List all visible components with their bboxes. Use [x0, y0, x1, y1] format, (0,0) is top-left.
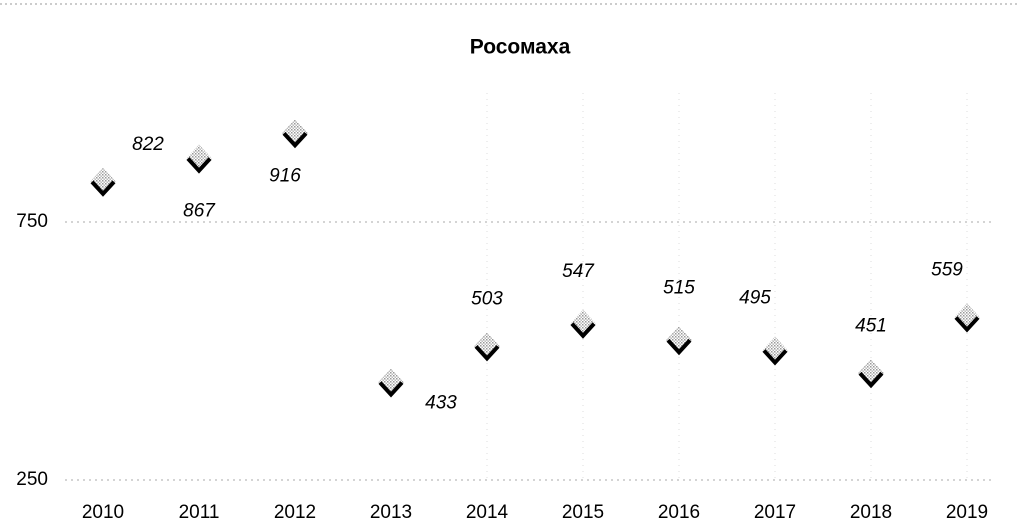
x-tick-label: 2016	[658, 502, 700, 523]
data-label: 451	[855, 315, 887, 336]
marker	[378, 368, 404, 398]
marker-check	[762, 349, 788, 366]
data-label: 916	[269, 165, 301, 186]
x-tick-label: 2019	[946, 502, 988, 523]
marker	[186, 144, 212, 174]
chart-title: Росомаха	[470, 36, 571, 59]
x-tick-label: 2014	[466, 502, 509, 523]
data-label: 433	[425, 393, 457, 414]
x-tick-label: 2010	[82, 502, 124, 523]
x-tick-label: 2011	[179, 502, 220, 523]
marker	[762, 336, 788, 366]
marker-check	[954, 316, 980, 333]
marker	[90, 167, 116, 197]
marker-check	[666, 338, 692, 356]
data-label: 515	[663, 277, 695, 298]
marker-check	[90, 180, 116, 197]
x-tick-label: 2018	[850, 502, 892, 523]
data-label: 547	[562, 261, 595, 282]
data-label: 559	[931, 260, 963, 281]
x-tick-label: 2013	[370, 502, 412, 523]
marker-check	[858, 371, 884, 389]
marker	[954, 303, 980, 333]
marker-check	[282, 131, 308, 149]
marker-check	[570, 322, 596, 339]
y-tick-label: 750	[16, 211, 48, 232]
data-label: 822	[132, 134, 164, 155]
marker	[282, 119, 308, 149]
marker-check	[186, 157, 212, 174]
y-tick-label: 250	[16, 469, 48, 490]
x-tick-label: 2012	[274, 502, 316, 523]
data-label: 495	[739, 288, 771, 309]
data-label: 867	[183, 201, 216, 222]
marker	[474, 332, 500, 362]
marker	[858, 359, 884, 389]
x-tick-label: 2015	[562, 502, 604, 523]
marker-check	[378, 381, 404, 398]
marker-check	[474, 345, 500, 362]
data-label: 503	[471, 288, 503, 309]
marker	[570, 309, 596, 339]
x-tick-label: 2017	[754, 502, 796, 523]
marker	[666, 326, 692, 356]
